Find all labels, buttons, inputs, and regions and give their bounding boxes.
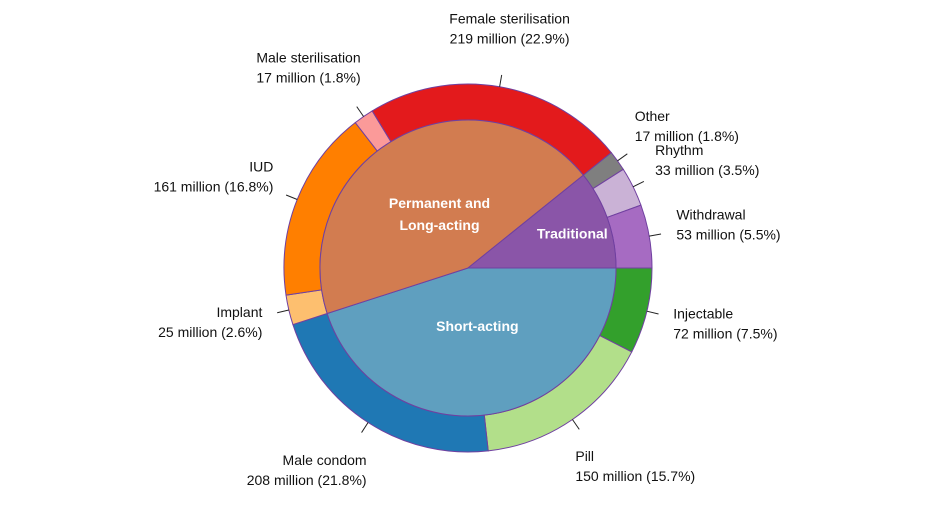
slice-label: Other bbox=[635, 108, 670, 124]
label-tick bbox=[277, 309, 289, 314]
inner-slice bbox=[319, 119, 585, 315]
inner-slice bbox=[326, 267, 617, 417]
slice-label: Withdrawal bbox=[676, 207, 745, 223]
slice-label: Male condom bbox=[283, 452, 367, 468]
value-label: 17 million (1.8%) bbox=[635, 128, 739, 144]
slice-label: IUD bbox=[249, 159, 273, 175]
slice-label: Implant bbox=[216, 304, 262, 320]
inner-slice bbox=[466, 174, 617, 269]
slice-label: Pill bbox=[575, 448, 594, 464]
label-tick bbox=[649, 233, 662, 237]
inner-label: Permanent and Long-acting bbox=[389, 195, 490, 233]
slice-label: Male sterilisation bbox=[256, 49, 360, 65]
inner-label: Traditional bbox=[537, 225, 608, 241]
label-tick bbox=[617, 153, 628, 162]
slice-label: Rhythm bbox=[655, 142, 703, 158]
label-tick bbox=[632, 181, 645, 188]
label-tick bbox=[356, 106, 364, 117]
label-tick bbox=[285, 194, 298, 200]
label-tick bbox=[361, 422, 369, 433]
value-label: 72 million (7.5%) bbox=[673, 325, 777, 341]
slice-label: Injectable bbox=[673, 305, 733, 321]
value-label: 25 million (2.6%) bbox=[158, 324, 262, 340]
value-label: 53 million (5.5%) bbox=[676, 227, 780, 243]
value-label: 208 million (21.8%) bbox=[247, 472, 367, 488]
value-label: 219 million (22.9%) bbox=[450, 30, 570, 46]
value-label: 161 million (16.8%) bbox=[154, 179, 274, 195]
label-tick bbox=[572, 419, 580, 430]
value-label: 33 million (3.5%) bbox=[655, 162, 759, 178]
slice-label: Female sterilisation bbox=[449, 10, 570, 26]
inner-label: Short-acting bbox=[436, 318, 518, 334]
label-tick bbox=[499, 74, 503, 87]
value-label: 150 million (15.7%) bbox=[575, 468, 695, 484]
value-label: 17 million (1.8%) bbox=[256, 69, 360, 85]
label-tick bbox=[646, 310, 659, 315]
